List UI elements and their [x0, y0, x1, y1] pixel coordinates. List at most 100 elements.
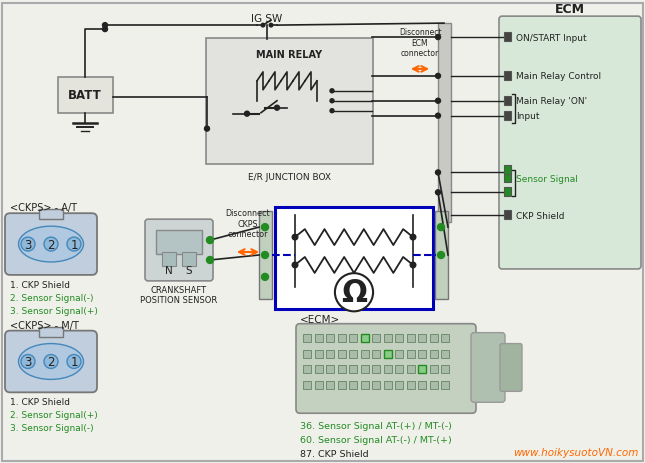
Bar — [315, 334, 322, 342]
Bar — [361, 382, 368, 389]
Text: Main Relay 'ON': Main Relay 'ON' — [516, 97, 587, 106]
Text: 1: 1 — [70, 355, 78, 368]
Bar — [430, 382, 437, 389]
Circle shape — [269, 24, 273, 28]
Bar — [430, 334, 437, 342]
Bar — [337, 334, 346, 342]
Bar — [156, 231, 202, 255]
Text: E/R JUNCTION BOX: E/R JUNCTION BOX — [248, 173, 331, 182]
Text: ON/START Input: ON/START Input — [516, 33, 586, 43]
Text: 3: 3 — [25, 238, 32, 251]
Text: Ω: Ω — [341, 278, 367, 307]
Bar — [418, 366, 426, 374]
Circle shape — [292, 263, 298, 268]
Circle shape — [435, 36, 441, 40]
Text: 1. CKP Shield: 1. CKP Shield — [10, 280, 70, 289]
Text: 1: 1 — [70, 238, 78, 251]
Bar — [326, 366, 334, 374]
Text: ECM: ECM — [555, 3, 585, 16]
Text: 60. Sensor Signal AT-(-) / MT-(+): 60. Sensor Signal AT-(-) / MT-(+) — [300, 435, 452, 444]
Circle shape — [330, 109, 334, 113]
Bar — [395, 334, 403, 342]
Text: Disconnect
ECM
connector: Disconnect ECM connector — [399, 28, 441, 58]
Text: 2: 2 — [47, 355, 55, 368]
Circle shape — [330, 90, 334, 94]
Bar — [384, 350, 392, 358]
Text: 2. Sensor Signal(-): 2. Sensor Signal(-) — [10, 293, 94, 302]
FancyBboxPatch shape — [145, 220, 213, 281]
Circle shape — [437, 252, 444, 259]
Bar — [337, 350, 346, 358]
Bar — [384, 366, 392, 374]
Text: <CKPS> - A/T: <CKPS> - A/T — [10, 203, 77, 213]
Text: 1. CKP Shield: 1. CKP Shield — [10, 397, 70, 407]
Bar — [326, 350, 334, 358]
Bar — [406, 366, 415, 374]
Bar — [303, 382, 311, 389]
FancyBboxPatch shape — [5, 331, 97, 393]
Circle shape — [103, 24, 108, 29]
Ellipse shape — [67, 355, 81, 369]
Text: IG SW: IG SW — [252, 14, 283, 24]
Text: 87. CKP Shield: 87. CKP Shield — [300, 449, 369, 458]
Bar — [418, 366, 426, 374]
Circle shape — [410, 235, 416, 240]
Circle shape — [437, 224, 444, 231]
Bar — [384, 382, 392, 389]
Bar — [303, 366, 311, 374]
Bar — [372, 334, 380, 342]
Bar — [406, 334, 415, 342]
Circle shape — [261, 274, 268, 281]
Bar — [361, 334, 368, 342]
Text: Input: Input — [516, 112, 539, 121]
Bar — [504, 188, 511, 197]
Bar — [259, 212, 272, 299]
Ellipse shape — [21, 355, 35, 369]
Circle shape — [410, 263, 416, 268]
Bar — [372, 366, 380, 374]
Bar — [504, 33, 511, 42]
Circle shape — [103, 27, 108, 32]
Bar — [361, 334, 368, 342]
Text: CRANKSHAFT
POSITION SENSOR: CRANKSHAFT POSITION SENSOR — [141, 285, 217, 305]
Bar — [162, 252, 176, 266]
Bar — [315, 350, 322, 358]
Bar — [441, 350, 449, 358]
Bar — [395, 366, 403, 374]
Bar — [441, 366, 449, 374]
Bar — [337, 366, 346, 374]
Circle shape — [206, 237, 213, 244]
Ellipse shape — [19, 227, 83, 263]
Text: S: S — [186, 265, 192, 275]
Circle shape — [435, 74, 441, 79]
Bar — [418, 350, 426, 358]
FancyBboxPatch shape — [296, 324, 476, 413]
Bar — [418, 334, 426, 342]
Bar — [406, 350, 415, 358]
Ellipse shape — [21, 238, 35, 251]
FancyBboxPatch shape — [471, 333, 505, 402]
Bar — [430, 366, 437, 374]
Circle shape — [204, 127, 210, 132]
Bar — [504, 174, 511, 183]
Bar — [438, 24, 451, 223]
Bar — [349, 382, 357, 389]
Text: 3: 3 — [25, 355, 32, 368]
Bar — [315, 366, 322, 374]
Text: Sensor Signal: Sensor Signal — [516, 175, 578, 183]
Circle shape — [435, 190, 441, 195]
Circle shape — [206, 257, 213, 264]
Text: <CKPS> - M/T: <CKPS> - M/T — [10, 320, 79, 330]
Circle shape — [261, 224, 268, 231]
Circle shape — [435, 114, 441, 119]
Ellipse shape — [19, 344, 83, 380]
Bar — [384, 350, 392, 358]
Bar — [58, 78, 113, 113]
Circle shape — [275, 106, 279, 111]
Bar — [349, 350, 357, 358]
Text: www.hoikysuotoVN.com: www.hoikysuotoVN.com — [513, 447, 638, 457]
Text: N: N — [165, 265, 173, 275]
Bar — [315, 382, 322, 389]
FancyBboxPatch shape — [206, 39, 373, 165]
Bar — [275, 208, 433, 309]
